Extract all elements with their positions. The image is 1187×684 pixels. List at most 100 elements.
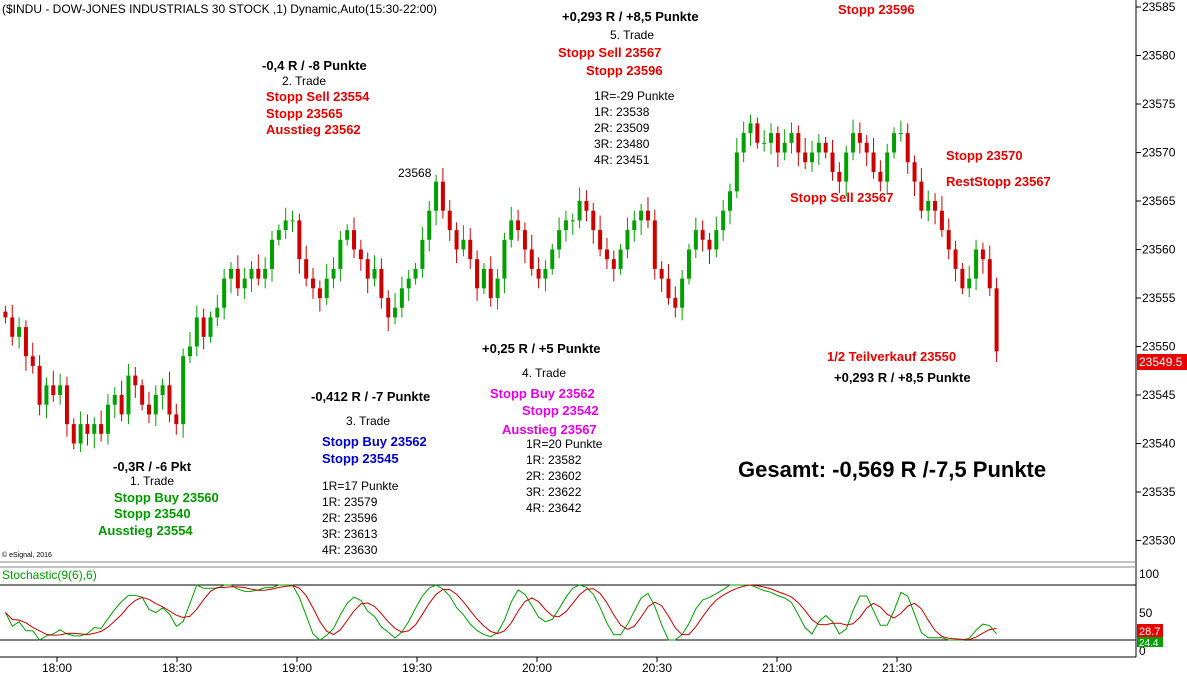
candle-body xyxy=(967,278,972,289)
time-tick-label: 21:30 xyxy=(882,661,912,675)
candle-body xyxy=(160,385,165,395)
stoch-d-badge xyxy=(1137,637,1163,647)
time-tick-label: 20:30 xyxy=(642,661,672,675)
candle-body xyxy=(99,424,104,434)
candle-body xyxy=(71,424,76,444)
partial-sale: 1/2 Teilverkauf 23550 xyxy=(827,349,956,364)
candle-body xyxy=(187,346,192,357)
candle-body xyxy=(153,395,158,415)
candle-body xyxy=(857,133,862,143)
candle-body xyxy=(242,278,247,289)
candle-body xyxy=(222,278,227,308)
candle-body xyxy=(652,220,657,269)
right-rest-stop: RestStopp 23567 xyxy=(946,174,1051,189)
candle-body xyxy=(283,220,288,231)
copyright: © eSignal, 2016 xyxy=(2,551,52,559)
time-tick-label: 19:00 xyxy=(282,661,312,675)
candle-body xyxy=(563,220,568,231)
candle-body xyxy=(3,311,8,318)
candle-body xyxy=(440,181,445,211)
t1-stop: Stopp 23540 xyxy=(114,506,191,521)
candle-body xyxy=(420,239,425,269)
candle-body xyxy=(174,414,179,425)
t5-label: 5. Trade xyxy=(610,28,654,42)
candle-body xyxy=(543,268,548,279)
candle-body xyxy=(769,133,774,143)
t4-r4: 4R: 23642 xyxy=(526,501,582,515)
candle-body xyxy=(625,230,630,250)
t3-result: -0,412 R / -7 Punkte xyxy=(311,389,430,404)
price-tick-label: 23535 xyxy=(1142,485,1176,499)
candle-body xyxy=(755,123,760,143)
price-tick-label: 23585 xyxy=(1142,0,1176,14)
candle-body xyxy=(290,220,295,222)
candle-body xyxy=(919,181,924,211)
t3-stop-buy: Stopp Buy 23562 xyxy=(322,434,427,449)
candle-body xyxy=(317,288,322,298)
time-axis: 18:00 18:30 19:00 19:30 20:00 20:30 21:00 21:30 xyxy=(42,657,912,675)
candle-body xyxy=(898,133,903,135)
candle-body xyxy=(64,385,69,425)
candle-body xyxy=(974,249,979,279)
candle-body xyxy=(78,424,83,444)
peak-label: 23568 xyxy=(398,166,432,180)
candle-body xyxy=(871,152,876,172)
candle-body xyxy=(324,278,329,298)
candle-body xyxy=(112,395,117,405)
t2-exit: Ausstieg 23562 xyxy=(266,122,361,137)
candle-body xyxy=(167,385,172,415)
candle-body xyxy=(447,210,452,231)
candle-body xyxy=(194,317,199,347)
candle-body xyxy=(878,171,883,182)
candle-body xyxy=(864,142,869,153)
candle-body xyxy=(372,268,377,279)
candle-body xyxy=(386,298,391,318)
t5-stop: Stopp 23596 xyxy=(586,63,663,78)
candle-body xyxy=(905,133,910,163)
candle-body xyxy=(399,288,404,308)
candle-body xyxy=(434,181,439,211)
candle-body xyxy=(345,230,350,240)
top-stop: Stopp 23596 xyxy=(838,2,915,17)
t1-stop-buy: Stopp Buy 23560 xyxy=(114,490,219,505)
candle-body xyxy=(215,307,220,318)
price-tick-label: 23565 xyxy=(1142,194,1176,208)
candle-body xyxy=(256,268,261,279)
time-tick-label: 21:00 xyxy=(762,661,792,675)
candle-body xyxy=(762,142,767,144)
price-tick-label: 23530 xyxy=(1142,534,1176,548)
stoch-axis-50: 50 xyxy=(1139,606,1153,620)
candle-body xyxy=(516,220,521,231)
t2-stop: Stopp 23565 xyxy=(266,106,343,121)
candle-body xyxy=(851,133,856,153)
price-tick-label: 23540 xyxy=(1142,437,1176,451)
price-tick-label: 23545 xyxy=(1142,388,1176,402)
candle-body xyxy=(522,230,527,250)
candle-body xyxy=(611,259,616,269)
t1-label: 1. Trade xyxy=(130,474,174,488)
candle-body xyxy=(311,278,316,289)
t5-result: +0,293 R / +8,5 Punkte xyxy=(562,9,699,24)
stochastic-lines xyxy=(4,584,997,641)
candle-body xyxy=(939,210,944,231)
total-result: Gesamt: -0,569 R /-7,5 Punkte xyxy=(738,457,1046,482)
candle-body xyxy=(912,162,917,182)
t5-r1: 1R: 23538 xyxy=(594,105,650,119)
candle-body xyxy=(557,230,562,250)
candle-body xyxy=(146,404,151,415)
candle-body xyxy=(816,142,821,153)
right-stop: Stopp 23570 xyxy=(946,148,1023,163)
candle-body xyxy=(85,424,90,434)
candle-body xyxy=(502,239,507,279)
t5-r0: 1R=-29 Punkte xyxy=(594,89,675,103)
candle-body xyxy=(509,220,514,240)
t2-label: 2. Trade xyxy=(282,74,326,88)
candle-body xyxy=(775,133,780,153)
time-tick-label: 18:30 xyxy=(162,661,192,675)
t3-label: 3. Trade xyxy=(346,414,390,428)
candle-body xyxy=(133,375,138,386)
candle-body xyxy=(727,191,732,211)
t4-exit: Ausstieg 23567 xyxy=(502,422,597,437)
time-tick-label: 20:00 xyxy=(522,661,552,675)
price-tick-label: 23555 xyxy=(1142,291,1176,305)
